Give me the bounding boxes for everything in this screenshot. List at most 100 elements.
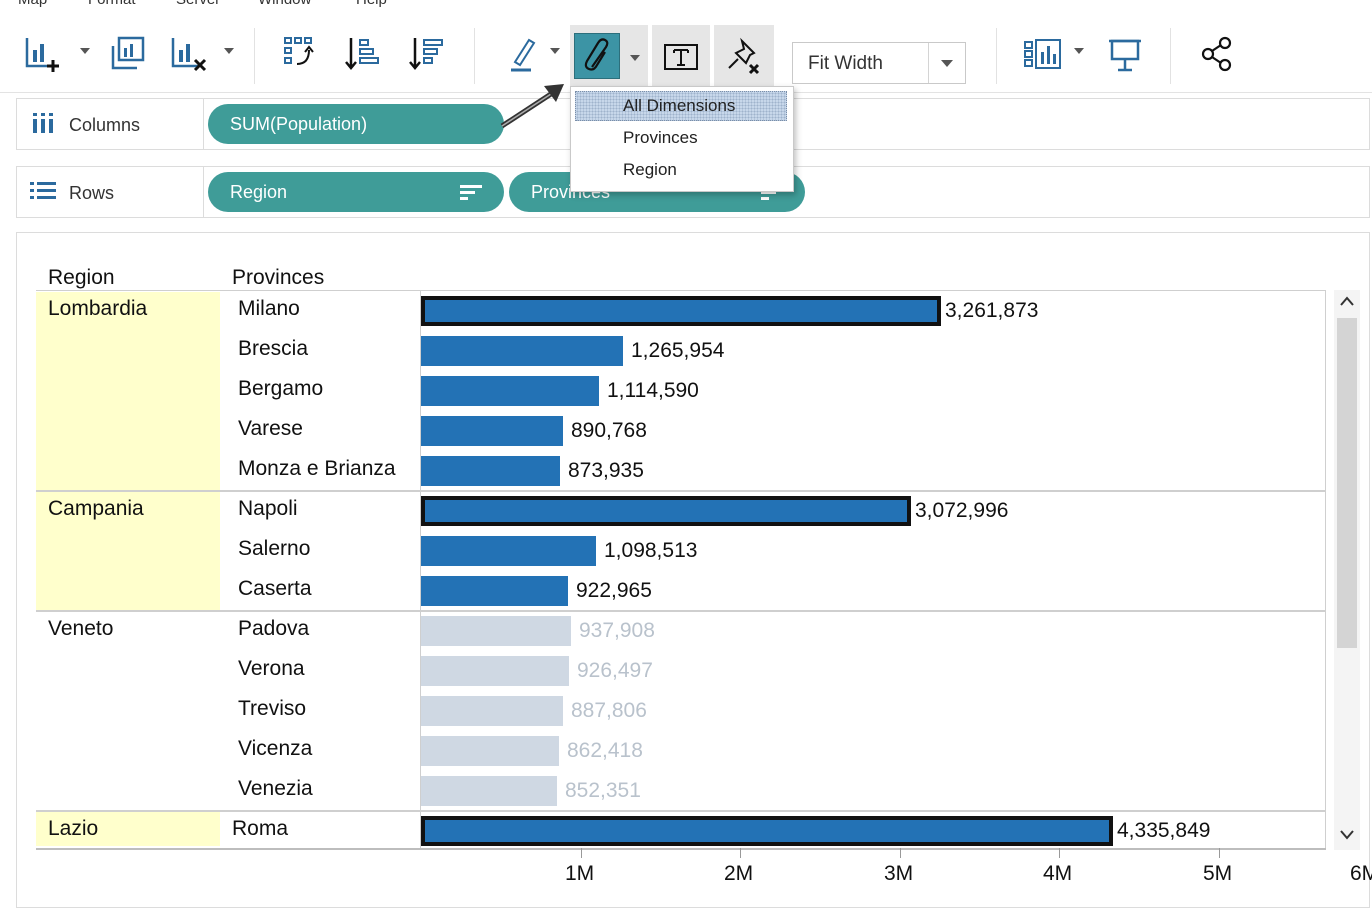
population-bar[interactable] [421,656,569,686]
sort-descending-icon [409,38,443,70]
province-label[interactable]: Verona [238,657,305,680]
population-bar[interactable] [421,616,571,646]
group-members-active [574,33,620,79]
bar-value-label: 887,806 [571,699,647,722]
menu-highlight [575,91,787,121]
toolbar-separator [996,28,997,84]
population-bar[interactable] [421,376,599,406]
sort-descending-button[interactable] [404,32,450,76]
menu-map[interactable]: Map [18,0,47,8]
pill-label: Region [230,182,288,202]
show-cards-caret[interactable] [1074,48,1084,54]
province-label[interactable]: Varese [238,417,303,440]
menu-format[interactable]: Format [88,0,136,8]
population-bar[interactable] [421,296,941,326]
vertical-scrollbar[interactable] [1334,290,1360,850]
fit-width-dropdown[interactable] [928,43,965,83]
chevron-up-icon[interactable] [1340,296,1354,306]
new-worksheet-caret[interactable] [80,48,90,54]
fit-width-value: Fit Width [808,53,883,74]
columns-icon [33,113,53,133]
population-bar[interactable] [421,696,563,726]
chevron-down-icon[interactable] [1340,830,1354,840]
toolbar-separator [254,28,255,84]
bar-value-label: 890,768 [571,419,647,442]
province-label[interactable]: Napoli [238,497,298,520]
region-header: Region [48,266,115,289]
province-label[interactable]: Vicenza [238,737,313,760]
swap-icon [284,37,314,65]
menu-window[interactable]: Window [258,0,311,8]
axis-tick-label: 2M [724,862,754,885]
province-label[interactable]: Monza e Brianza [238,457,396,480]
share-icon [1201,36,1232,72]
population-bar[interactable] [421,776,557,806]
province-label[interactable]: Venezia [238,777,313,800]
region-label[interactable]: Veneto [48,617,114,640]
region-label[interactable]: Lombardia [48,297,148,320]
new-worksheet-icon [25,38,59,72]
bar-value-label: 1,265,954 [631,339,725,362]
menu-bar: Map Format Server Window Help [0,0,1372,10]
population-bar[interactable] [421,536,596,566]
rows-icon [30,182,56,199]
population-bar[interactable] [421,816,1113,846]
population-bar[interactable] [421,456,560,486]
bar-value-label: 852,351 [565,779,641,802]
x-axis-line [36,848,1326,850]
show-mark-labels-button[interactable] [652,25,710,89]
highlight-caret[interactable] [550,48,560,54]
swap-button[interactable] [276,32,322,76]
scrollbar-thumb[interactable] [1337,318,1357,648]
menu-item-region[interactable]: Region [623,160,677,179]
menu-item-all-dimensions[interactable]: All Dimensions [623,96,736,115]
province-label[interactable]: Roma [232,817,289,840]
unpin-icon [728,37,760,75]
province-label[interactable]: Padova [238,617,310,640]
population-bar[interactable] [421,576,568,606]
bar-value-label: 1,114,590 [607,379,699,402]
bar-value-label: 3,261,873 [945,299,1039,322]
province-label[interactable]: Milano [238,297,300,320]
axis-tick-mark [581,848,582,858]
bar-value-label: 873,935 [568,459,644,482]
presentation-mode-button[interactable] [1102,32,1148,76]
region-label[interactable]: Campania [48,497,144,520]
toolbar-separator [1170,28,1171,84]
menu-item-provinces[interactable]: Provinces [623,128,698,147]
axis-tick-label: 3M [884,862,914,885]
duplicate-sheet-button[interactable] [104,32,150,76]
bar-value-label: 1,098,513 [604,539,698,562]
menu-server[interactable]: Server [176,0,220,8]
province-label[interactable]: Caserta [238,577,312,600]
menu-help[interactable]: Help [356,0,387,8]
province-label[interactable]: Bergamo [238,377,324,400]
toolbar: Fit Width [0,10,1372,93]
population-bar[interactable] [421,336,623,366]
annotation-arrow-icon [500,84,564,129]
show-cards-button[interactable] [1020,32,1066,76]
sort-ascending-button[interactable] [340,32,386,76]
fix-axes-button[interactable] [714,25,774,89]
population-bar[interactable] [421,736,559,766]
table-top-border [36,290,1326,291]
new-worksheet-button[interactable] [20,32,66,76]
highlight-button[interactable] [498,32,544,76]
population-bar[interactable] [421,416,563,446]
group-members-caret[interactable] [630,55,640,61]
share-button[interactable] [1194,32,1240,76]
province-label[interactable]: Treviso [238,697,307,720]
axis-tick-label: 4M [1043,862,1073,885]
region-label[interactable]: Lazio [48,817,99,840]
toolbar-separator [474,28,475,84]
province-label[interactable]: Brescia [238,337,309,360]
fit-width-select[interactable]: Fit Width [792,42,966,84]
province-label[interactable]: Salerno [238,537,311,560]
clear-sheet-button[interactable] [166,32,212,76]
group-members-menu: All Dimensions Provinces Region [570,86,794,192]
region-pill[interactable]: Region [208,172,504,212]
sum-population-pill[interactable]: SUM(Population) [208,104,504,144]
clear-sheet-caret[interactable] [224,48,234,54]
population-bar[interactable] [421,496,911,526]
group-members-button[interactable] [570,25,648,89]
